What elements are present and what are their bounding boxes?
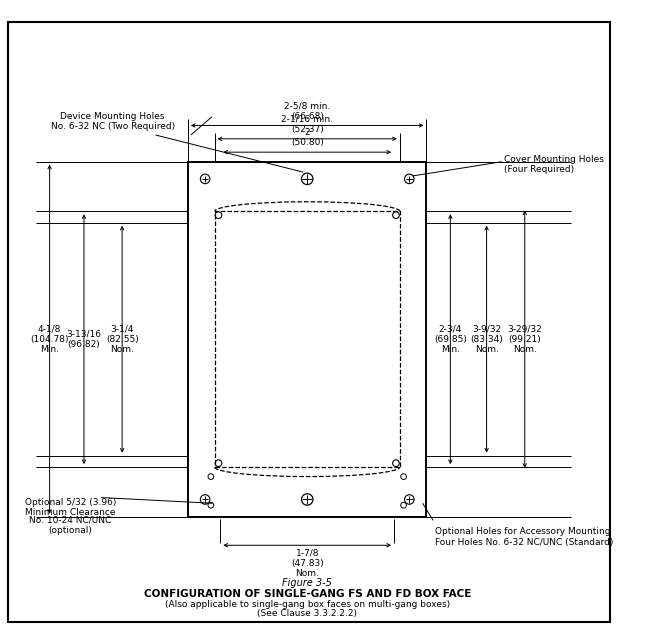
Text: 2
(50.80): 2 (50.80) [291, 128, 324, 147]
Text: CONFIGURATION OF SINGLE-GANG FS AND FD BOX FACE: CONFIGURATION OF SINGLE-GANG FS AND FD B… [144, 589, 471, 599]
Text: 3-9/32
(83.34)
Nom.: 3-9/32 (83.34) Nom. [470, 325, 503, 354]
Text: 4-1/8
(104.78)
Min.: 4-1/8 (104.78) Min. [30, 325, 69, 354]
Text: Figure 3-5: Figure 3-5 [282, 578, 332, 589]
Text: 2-3/4
(69.85)
Min.: 2-3/4 (69.85) Min. [434, 325, 466, 354]
Text: 3-29/32
(99.21)
Nom.: 3-29/32 (99.21) Nom. [507, 325, 542, 354]
Text: Cover Mounting Holes
(Four Required): Cover Mounting Holes (Four Required) [504, 155, 604, 175]
Text: 1-7/8
(47.83)
Nom.: 1-7/8 (47.83) Nom. [291, 548, 324, 578]
Text: 3-13/16
(96.82): 3-13/16 (96.82) [67, 330, 102, 349]
Text: Device Mounting Holes
No. 6-32 NC (Two Required): Device Mounting Holes No. 6-32 NC (Two R… [50, 112, 175, 131]
Bar [188, 162, 426, 516]
Text: 2-5/8 min.
(66.68): 2-5/8 min. (66.68) [284, 101, 331, 120]
Text: 2-1/16 min.
(52.37): 2-1/16 min. (52.37) [281, 115, 333, 134]
Text: Optional 5/32 (3.96)
Minimum Clearance: Optional 5/32 (3.96) Minimum Clearance [25, 498, 116, 517]
Text: No. 10-24 NC/UNC
(optional): No. 10-24 NC/UNC (optional) [30, 516, 112, 535]
Text: (See Clause 3.3.2.2.2): (See Clause 3.3.2.2.2) [258, 609, 357, 618]
Text: Optional Holes for Accessory Mounting
Four Holes No. 6-32 NC/UNC (Standard): Optional Holes for Accessory Mounting Fo… [435, 527, 613, 547]
Text: (Also applicable to single-gang box faces on multi-gang boxes): (Also applicable to single-gang box face… [165, 600, 450, 609]
Bar [215, 211, 400, 467]
Text: 3-1/4
(82.55)
Nom.: 3-1/4 (82.55) Nom. [105, 325, 138, 354]
